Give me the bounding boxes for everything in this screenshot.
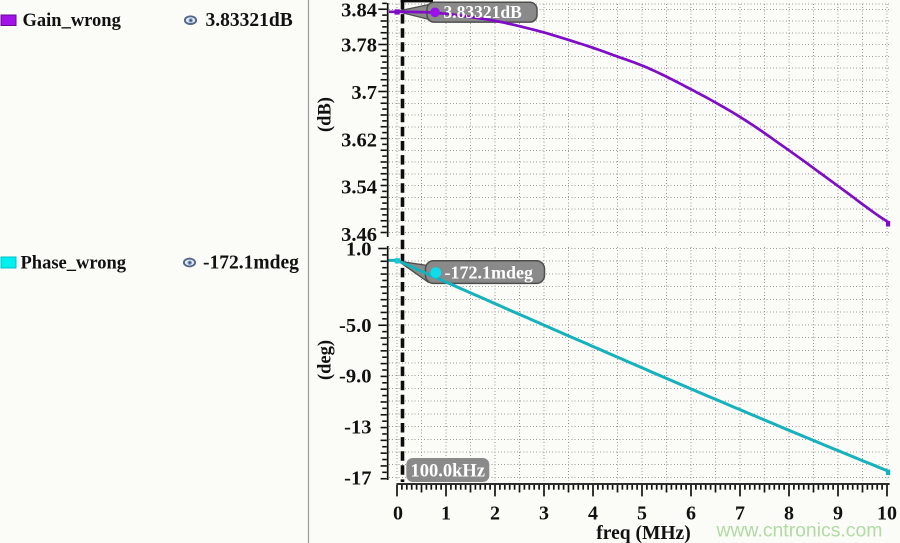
svg-text:3.46: 3.46 xyxy=(341,224,377,246)
svg-text:5: 5 xyxy=(637,503,647,525)
svg-text:9: 9 xyxy=(833,503,843,525)
svg-text:(dB): (dB) xyxy=(316,97,336,132)
svg-text:100.0kHz: 100.0kHz xyxy=(410,461,485,481)
svg-text:-172.1mdeg: -172.1mdeg xyxy=(203,252,299,273)
svg-text:Phase_wrong: Phase_wrong xyxy=(21,253,127,273)
svg-text:6: 6 xyxy=(686,503,696,525)
svg-text:-172.1mdeg: -172.1mdeg xyxy=(445,263,534,283)
svg-text:10: 10 xyxy=(877,503,897,525)
svg-text:-13: -13 xyxy=(344,417,371,439)
svg-text:1: 1 xyxy=(441,503,451,525)
svg-text:2: 2 xyxy=(490,503,500,525)
svg-text:-5.0: -5.0 xyxy=(339,315,371,337)
svg-text:4: 4 xyxy=(588,503,598,525)
svg-text:8: 8 xyxy=(784,503,794,525)
svg-text:3.83321dB: 3.83321dB xyxy=(444,2,523,22)
svg-text:3.83321dB: 3.83321dB xyxy=(206,10,293,31)
svg-text:3.78: 3.78 xyxy=(341,35,377,57)
svg-text:freq (MHz): freq (MHz) xyxy=(596,523,690,543)
svg-text:3.84: 3.84 xyxy=(341,0,377,21)
svg-text:3: 3 xyxy=(539,503,549,525)
svg-text:1.0: 1.0 xyxy=(346,239,372,261)
svg-text:3.54: 3.54 xyxy=(341,177,377,199)
svg-text:-9.0: -9.0 xyxy=(339,366,371,388)
svg-text:-17: -17 xyxy=(344,467,371,489)
svg-text:3.7: 3.7 xyxy=(351,82,377,104)
svg-text:0: 0 xyxy=(393,503,403,525)
svg-text:(deg): (deg) xyxy=(316,340,336,380)
svg-text:3.62: 3.62 xyxy=(341,129,377,151)
svg-text:Gain_wrong: Gain_wrong xyxy=(23,11,122,31)
svg-text:7: 7 xyxy=(735,503,745,525)
svg-text:www.cntronics.com: www.cntronics.com xyxy=(716,520,883,542)
